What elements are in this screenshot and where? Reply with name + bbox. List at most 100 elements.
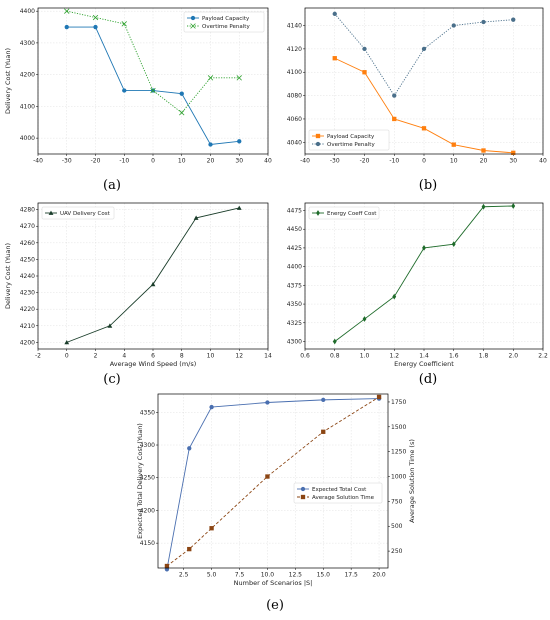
chart-c-xtick-label-6: 10	[207, 353, 215, 360]
chart-c-frame	[37, 202, 269, 350]
chart-d-series-0-point-4	[451, 241, 456, 248]
chart-e-grid	[158, 394, 388, 568]
chart-a-xtick-label-2: -20	[91, 158, 101, 165]
chart-d-ytick-label-5: 4425	[287, 245, 302, 252]
chart-b-series-1-point-2	[392, 93, 397, 98]
chart-d-ytick-label-2: 4350	[287, 301, 302, 308]
chart-c-ytick-label-8: 4280	[20, 207, 35, 214]
chart-e-legend-box	[293, 482, 383, 504]
chart-e-series-0-point-2	[209, 404, 214, 410]
chart-c-legend: UAV Delivery Cost	[41, 206, 115, 220]
chart-e-series-1	[164, 394, 382, 569]
chart-c-xtick-label-1: 0	[65, 353, 69, 360]
chart-e-legend-marker-1	[300, 494, 306, 500]
chart-b-xtick-label-2: -20	[360, 158, 370, 165]
chart-a-legend-label-0: Payload Capacity	[202, 16, 250, 22]
chart-e-series-0-point-3	[265, 400, 270, 405]
chart-e-series-0-point-4	[321, 397, 326, 403]
chart-b-xtick-label-4: 0	[422, 158, 426, 165]
chart-c-legend-marker-0	[48, 210, 54, 215]
chart-c-series-0-point-3	[193, 215, 199, 220]
chart-b-series-1-point-0	[332, 11, 337, 16]
chart-e-xtick-label-2: 7.5	[235, 572, 245, 579]
chart-c-xlabel: Average Wind Speed (m/s)	[110, 360, 197, 368]
chart-c-xtick-label-4: 6	[151, 353, 155, 360]
chart-e-ylabel-right: Average Solution Time (s)	[408, 439, 416, 523]
chart-d-series-0	[332, 203, 516, 345]
chart-b-series-0-point-6	[511, 150, 516, 155]
chart-b-legend-marker-0	[315, 133, 321, 139]
chart-e-series-0-line	[166, 398, 380, 570]
chart-e-legend-label-0: Expected Total Cost	[312, 487, 367, 493]
chart-c-ytick-label-1: 4210	[20, 323, 35, 330]
chart-e-ytick-right-label-4: 1250	[391, 449, 406, 456]
chart-b-grid	[304, 8, 544, 154]
chart-d-series-0-point-5	[481, 203, 486, 210]
chart-d-xlabel: Energy Coefficient	[394, 360, 454, 368]
chart-e-ytick-label-3: 4300	[140, 442, 155, 449]
chart-e-ytick-label-1: 4200	[140, 507, 155, 514]
chart-c-ytick-label-5: 4250	[20, 256, 35, 263]
chart-e-xtick-label-5: 15.0	[317, 572, 331, 579]
chart-d-frame	[304, 202, 544, 350]
chart-panel-e: 2.5 5.0 7.5 10.0 12.5 15.0 17.5 20.0 4150 4200 425…	[0, 390, 550, 595]
chart-a-series-0-point-4	[179, 91, 184, 96]
chart-c-ytick-label-4: 4240	[20, 273, 35, 280]
chart-d-xtick-label-5: 1.6	[449, 353, 459, 360]
chart-a-xtick-label-0: -40	[33, 158, 43, 165]
chart-d-ytick-label-0: 4300	[287, 339, 302, 346]
chart-c-xtick-label-8: 14	[264, 353, 272, 360]
chart-a-legend-marker-1	[190, 23, 196, 29]
chart-a-series-1-point-5	[207, 75, 214, 81]
chart-a-xtick-label-5: 10	[178, 158, 186, 165]
chart-a-ytick-label-3: 4300	[20, 40, 35, 47]
chart-a-frame	[37, 7, 269, 155]
chart-e-ytick-right-label-0: 250	[391, 548, 403, 555]
panel-label-d: (d)	[418, 372, 438, 387]
chart-a-series-1-point-1	[92, 14, 99, 21]
chart-e-ytick-right-label-1: 500	[391, 523, 403, 530]
chart-b-ytick-label-0: 4040	[287, 139, 302, 146]
chart-c-legend-label-0: UAV Delivery Cost	[60, 211, 111, 217]
chart-b-series-1-point-1	[362, 46, 367, 52]
chart-c-svg: -2 0 2 4 6 8 10 12 14 4200 4210 4220 4230 4240 4250 426…	[4, 202, 272, 368]
chart-a-xtick-label-6: 20	[207, 158, 215, 165]
chart-a-ytick-label-0: 4000	[20, 135, 35, 142]
chart-a-legend-marker-0	[190, 15, 196, 21]
panel-label-b: (b)	[418, 178, 438, 193]
chart-e-ytick-right-label-3: 1000	[391, 474, 406, 481]
chart-d-svg: 0.6 0.8 1.0 1.2 1.4 1.6 1.8 2.0 2.2 4300 4325 4350 4…	[287, 202, 548, 368]
chart-b-ytick-label-1: 4060	[287, 116, 302, 123]
chart-a-xtick-label-3: -10	[119, 158, 129, 165]
chart-panel-a: -40 -30 -20 -10 0 10 20 30 40 4000 4100 4200 4300 440…	[0, 0, 275, 170]
chart-b-ytick-label-3: 4100	[287, 69, 302, 76]
chart-b-series-0-point-1	[362, 70, 367, 75]
chart-a-series-0-point-2	[122, 88, 127, 93]
chart-c-series-0-point-4	[236, 205, 242, 210]
chart-c-grid	[37, 203, 269, 349]
chart-c-ylabel: Delivery Cost (Yuan)	[4, 243, 12, 309]
chart-b-xtick-label-7: 30	[509, 158, 517, 165]
chart-a-series-1-point-6	[236, 75, 242, 81]
chart-a-legend-box	[183, 11, 265, 33]
chart-d-series-0-point-1	[362, 316, 367, 322]
chart-e-xtick-label-7: 20.0	[372, 572, 386, 579]
chart-b-series-1-point-3	[421, 46, 427, 52]
chart-b-xtick-label-0: -40	[300, 158, 310, 165]
chart-e-xtick-label-3: 10.0	[261, 572, 275, 579]
chart-e-xtick-label-6: 17.5	[344, 572, 358, 579]
chart-d-ytick-label-3: 4375	[287, 282, 302, 289]
chart-c-xtick-label-7: 12	[235, 353, 243, 360]
chart-b-series-0-point-3	[421, 126, 427, 131]
chart-d-ytick-label-7: 4475	[287, 207, 302, 214]
chart-b-series-0-point-0	[332, 56, 337, 61]
chart-b-frame	[304, 7, 544, 155]
chart-c-series-0	[64, 205, 242, 345]
chart-b-xtick-label-6: 20	[480, 158, 488, 165]
chart-e-xtick-label-0: 2.5	[179, 572, 189, 579]
chart-e-series-1-point-5	[376, 394, 382, 400]
chart-e-ylabel: Expected Total Delivery Cost (Yuan)	[136, 423, 144, 539]
chart-e-series-1-point-1	[187, 546, 192, 552]
chart-c-legend-box	[41, 206, 115, 220]
chart-b-series-0	[332, 56, 516, 155]
